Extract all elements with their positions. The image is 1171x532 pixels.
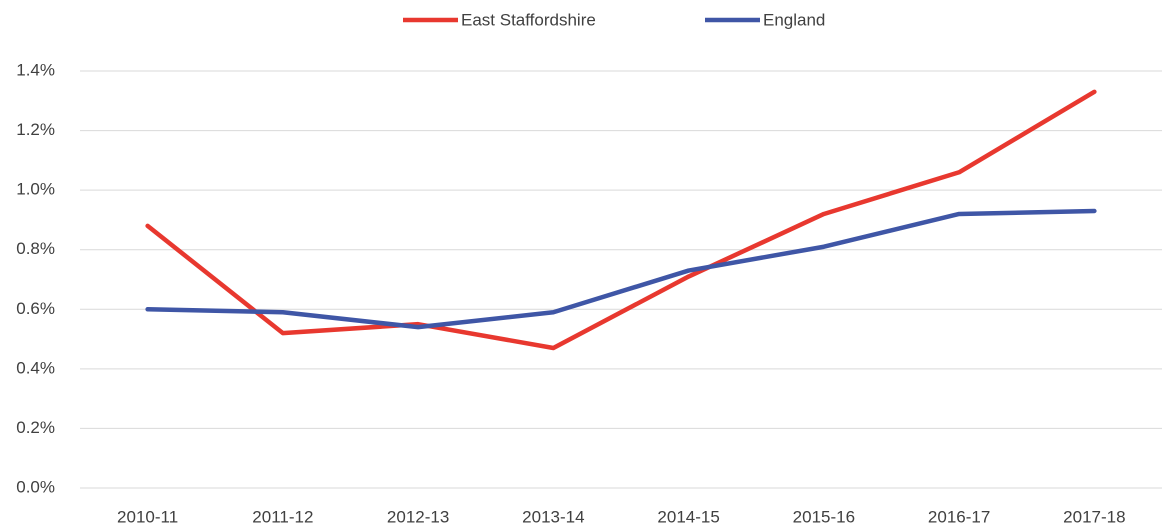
x-tick-label: 2017-18 <box>1063 507 1125 526</box>
x-tick-label: 2014-15 <box>657 507 719 526</box>
x-tick-label: 2015-16 <box>793 507 855 526</box>
y-tick-label: 0.2% <box>16 418 55 437</box>
y-tick-label: 0.6% <box>16 299 55 318</box>
y-tick-label: 1.2% <box>16 120 55 139</box>
x-tick-label: 2010-11 <box>117 507 178 526</box>
y-tick-label: 1.4% <box>16 60 55 79</box>
y-tick-label: 1.0% <box>16 180 55 199</box>
y-tick-label: 0.8% <box>16 239 55 258</box>
legend-label: England <box>763 10 825 29</box>
x-tick-label: 2011-12 <box>252 507 313 526</box>
legend-label: East Staffordshire <box>461 10 596 29</box>
series-line <box>145 89 1097 351</box>
x-tick-label: 2016-17 <box>928 507 990 526</box>
x-tick-label: 2012-13 <box>387 507 449 526</box>
series-line <box>145 208 1097 330</box>
x-tick-label: 2013-14 <box>522 507 584 526</box>
y-tick-label: 0.0% <box>16 477 55 496</box>
y-tick-label: 0.4% <box>16 358 55 377</box>
